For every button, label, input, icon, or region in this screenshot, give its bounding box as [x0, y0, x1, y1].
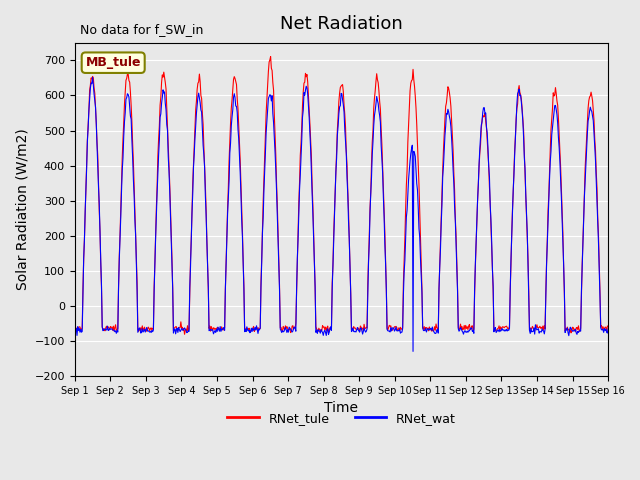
Y-axis label: Solar Radiation (W/m2): Solar Radiation (W/m2): [15, 129, 29, 290]
RNet_wat: [71, 326, 79, 332]
RNet_wat: [604, 326, 612, 332]
RNet_tule: [81, 236, 88, 242]
RNet_tule: [71, 325, 79, 331]
RNet_wat: [89, 74, 97, 80]
RNet_tule: [180, 331, 188, 337]
RNet_tule: [267, 54, 275, 60]
RNet_wat: [409, 348, 417, 354]
RNet_wat: [423, 327, 431, 333]
RNet_tule: [604, 324, 612, 329]
RNet_wat: [136, 326, 144, 332]
RNet_wat: [218, 327, 226, 333]
Text: MB_tule: MB_tule: [86, 56, 141, 69]
X-axis label: Time: Time: [324, 401, 358, 415]
RNet_tule: [190, 144, 198, 150]
RNet_tule: [136, 325, 143, 331]
RNet_tule: [423, 326, 431, 332]
Legend: RNet_tule, RNet_wat: RNet_tule, RNet_wat: [222, 407, 461, 430]
RNet_tule: [218, 326, 226, 332]
Line: RNet_tule: RNet_tule: [75, 57, 608, 334]
RNet_wat: [407, 151, 415, 156]
RNet_wat: [81, 237, 88, 243]
Line: RNet_wat: RNet_wat: [75, 77, 608, 351]
RNet_wat: [190, 152, 198, 157]
Text: No data for f_SW_in: No data for f_SW_in: [80, 23, 204, 36]
Title: Net Radiation: Net Radiation: [280, 15, 403, 33]
RNet_tule: [408, 78, 415, 84]
